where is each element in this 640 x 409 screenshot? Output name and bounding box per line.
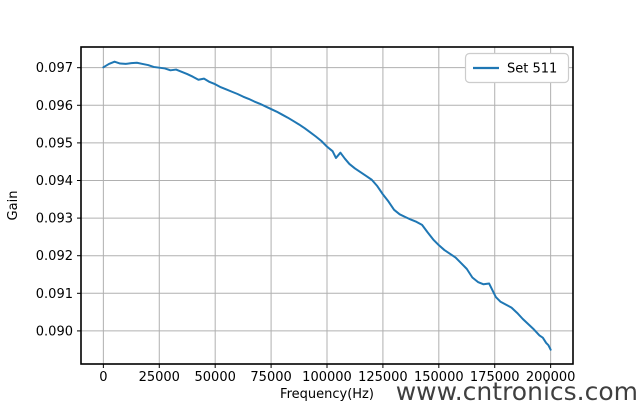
- y-tick-label: 0.091: [36, 287, 73, 302]
- axis-ticks: [77, 67, 552, 368]
- x-tick-label: 0: [99, 370, 107, 385]
- x-tick-label: 125000: [358, 370, 408, 385]
- gain-curve: [102, 60, 552, 351]
- legend-box: [464, 52, 570, 84]
- y-axis-label: Gain: [6, 191, 21, 221]
- x-tick-label: 75000: [250, 370, 291, 385]
- x-tick-label: 100000: [302, 370, 352, 385]
- y-tick-label: 0.095: [36, 136, 73, 151]
- legend-label: Set 511: [507, 62, 557, 77]
- x-axis-label: Frequency(Hz): [280, 387, 374, 402]
- y-tick-label: 0.090: [36, 324, 73, 339]
- y-tick-label: 0.096: [36, 99, 73, 114]
- x-tick-label: 50000: [195, 370, 236, 385]
- legend: Set 511: [464, 52, 570, 84]
- y-tick-label: 0.093: [36, 212, 73, 227]
- y-tick-label: 0.097: [36, 61, 73, 76]
- plot-data-layer: [102, 60, 552, 351]
- y-tick-label: 0.092: [36, 249, 73, 264]
- x-tick-label: 25000: [139, 370, 180, 385]
- x-tick-label: 175000: [470, 370, 520, 385]
- axis-tick-labels: 0 25000 50000 75000 100000 125000 150000 175000…: [36, 61, 576, 385]
- x-tick-label: 200000: [526, 370, 576, 385]
- watermark: www.cntronics.com: [396, 377, 638, 406]
- y-tick-label: 0.094: [36, 174, 73, 189]
- grid-lines: [81, 47, 573, 364]
- x-tick-label: 150000: [414, 370, 464, 385]
